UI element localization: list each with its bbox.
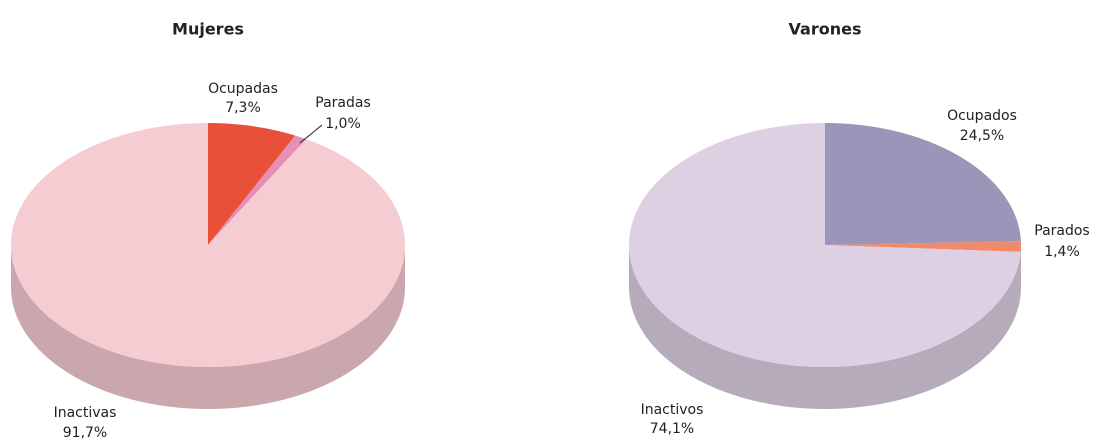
slice-label: Parados — [1034, 223, 1089, 239]
slice-value-label: 74,1% — [650, 421, 694, 437]
pie-slice — [825, 241, 1021, 252]
pie-slice — [825, 123, 1021, 245]
chart-title: Mujeres — [172, 20, 244, 39]
slice-label: Paradas — [315, 95, 371, 111]
slice-label: Ocupados — [947, 108, 1017, 124]
slice-label: Inactivas — [54, 405, 117, 421]
pie-slice — [208, 135, 307, 245]
slice-value-label: 24,5% — [960, 128, 1004, 144]
slice-value-label: 1,4% — [1044, 244, 1080, 260]
slice-value-label: 1,0% — [325, 116, 361, 132]
chart-title: Varones — [789, 20, 862, 39]
pie-slice — [11, 123, 405, 367]
slice-value-label: 91,7% — [63, 425, 107, 441]
pie-side — [629, 245, 1021, 409]
leader-line — [299, 124, 323, 144]
pie-slice — [208, 123, 296, 245]
slice-label: Ocupadas — [208, 81, 278, 97]
slice-value-label: 7,3% — [225, 100, 261, 116]
pie-slice — [629, 123, 1021, 367]
pie-side — [11, 245, 405, 409]
slice-label: Inactivos — [641, 402, 704, 418]
